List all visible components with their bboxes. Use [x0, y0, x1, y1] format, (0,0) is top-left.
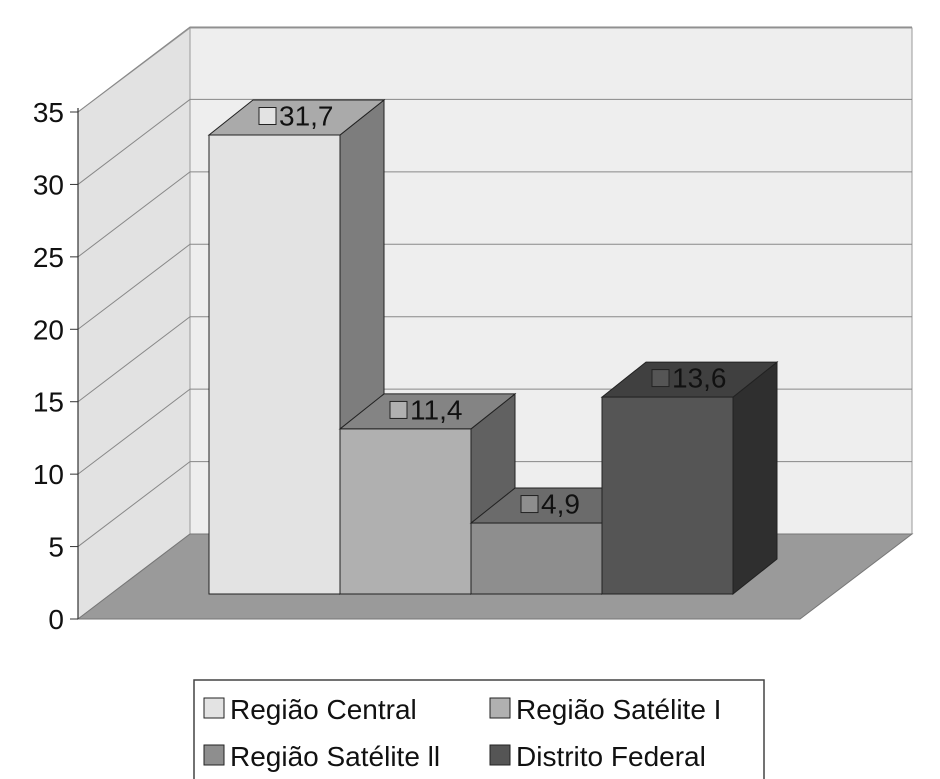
data-label-text: 13,6: [672, 363, 727, 394]
legend-swatch: [489, 697, 511, 719]
gridline: [77, 316, 912, 403]
y-tick-label: 5: [48, 532, 64, 563]
legend-entry: Região Satélite I: [489, 694, 721, 725]
data-label-key: [389, 400, 408, 419]
data-label-text: 31,7: [279, 101, 334, 132]
bar-front: [470, 522, 603, 595]
bar-front: [208, 134, 341, 595]
legend-label: Região Central: [230, 694, 417, 725]
legend-box: [193, 679, 765, 779]
data-label: 11,4: [389, 394, 462, 425]
legend: Região Central Região Satélite I Região Sa…: [193, 679, 765, 779]
data-label: 31,7: [258, 101, 334, 132]
bar: [600, 361, 779, 596]
legend-label: Região Satélite I: [516, 694, 721, 725]
bar-front: [339, 428, 472, 595]
gridline: [77, 26, 912, 113]
gridline: [77, 98, 912, 185]
y-tick-label: 30: [33, 169, 64, 200]
y-axis-ticks: 0 5 10 15 20 25 30 35: [33, 97, 79, 635]
y-tick-label: 10: [33, 459, 64, 490]
y-tick-label: 35: [33, 97, 64, 128]
bar-side: [732, 361, 778, 596]
data-label-key: [258, 107, 277, 125]
data-label: 13,6: [651, 363, 727, 394]
bars: [207, 98, 779, 596]
side-wall: [77, 27, 191, 621]
legend-swatch: [489, 744, 511, 766]
y-tick-label: 15: [33, 387, 64, 418]
bar-front: [601, 396, 734, 595]
data-label: 4,9: [520, 489, 580, 520]
gridline: [77, 171, 912, 258]
y-tick-label: 0: [48, 604, 64, 635]
y-tick-label: 20: [33, 314, 64, 345]
legend-label: Região Satélite ll: [230, 741, 440, 772]
data-label-text: 11,4: [410, 394, 462, 425]
data-label-text: 4,9: [541, 489, 580, 520]
legend-entry: Distrito Federal: [489, 741, 706, 772]
y-tick-label: 25: [33, 242, 64, 273]
gridline: [77, 243, 912, 330]
legend-entry: Região Satélite ll: [203, 741, 440, 772]
legend-label: Distrito Federal: [516, 741, 706, 772]
data-label-key: [651, 369, 670, 388]
legend-swatch: [203, 697, 225, 719]
legend-entry: Região Central: [203, 694, 417, 725]
data-label-key: [520, 495, 539, 514]
data-labels: 31,7 11,4 4,9 13,6: [258, 101, 727, 520]
legend-swatch: [203, 744, 225, 766]
